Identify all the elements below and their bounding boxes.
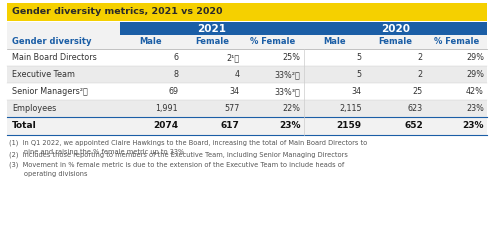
Text: 2¹⧩: 2¹⧩	[226, 53, 239, 62]
Text: 2159: 2159	[337, 122, 362, 131]
Text: 23%: 23%	[462, 122, 484, 131]
Text: 577: 577	[224, 104, 239, 113]
Bar	[7, 49, 487, 66]
Text: 2: 2	[418, 53, 423, 62]
Text: 4: 4	[234, 70, 239, 79]
Bar	[7, 83, 487, 100]
Text: 22%: 22%	[282, 104, 301, 113]
Text: Employees: Employees	[12, 104, 56, 113]
Text: 25%: 25%	[282, 53, 301, 62]
Bar	[7, 22, 487, 135]
Text: 33%³⧩: 33%³⧩	[275, 87, 301, 96]
Text: Main Board Directors: Main Board Directors	[12, 53, 97, 62]
Text: Senior Managers²⧩: Senior Managers²⧩	[12, 87, 88, 96]
Text: 23%: 23%	[279, 122, 301, 131]
Text: Gender diversity metrics, 2021 vs 2020: Gender diversity metrics, 2021 vs 2020	[12, 8, 222, 16]
Bar	[7, 3, 487, 21]
Bar	[120, 22, 304, 35]
Text: % Female: % Female	[250, 38, 296, 46]
Text: 2074: 2074	[153, 122, 178, 131]
Text: Male: Male	[139, 38, 162, 46]
Text: 2: 2	[418, 70, 423, 79]
Text: Executive Team: Executive Team	[12, 70, 75, 79]
Text: Male: Male	[323, 38, 345, 46]
Text: 2,115: 2,115	[339, 104, 362, 113]
Text: 23%: 23%	[466, 104, 484, 113]
Text: 5: 5	[357, 53, 362, 62]
Text: 2021: 2021	[197, 24, 226, 33]
Text: 34: 34	[229, 87, 239, 96]
Text: % Female: % Female	[434, 38, 479, 46]
Text: 29%: 29%	[466, 53, 484, 62]
Text: 652: 652	[404, 122, 423, 131]
Text: Total: Total	[12, 122, 37, 131]
Text: 1,991: 1,991	[155, 104, 178, 113]
Text: Female: Female	[378, 38, 412, 46]
Text: (1)  In Q1 2022, we appointed Claire Hawkings to the Board, increasing the total: (1) In Q1 2022, we appointed Claire Hawk…	[9, 140, 367, 155]
Bar	[304, 22, 487, 35]
Text: 623: 623	[408, 104, 423, 113]
Text: (3)  Movement in % female metric is due to the extension of the Executive Team t: (3) Movement in % female metric is due t…	[9, 162, 344, 177]
Text: 69: 69	[168, 87, 178, 96]
Text: 5: 5	[357, 70, 362, 79]
Text: 2020: 2020	[381, 24, 410, 33]
Text: 34: 34	[352, 87, 362, 96]
Bar	[7, 66, 487, 83]
Text: 25: 25	[413, 87, 423, 96]
Text: Gender diversity: Gender diversity	[12, 38, 92, 46]
Bar	[7, 100, 487, 117]
Text: 6: 6	[173, 53, 178, 62]
Text: 33%²⧩: 33%²⧩	[275, 70, 301, 79]
Text: 8: 8	[173, 70, 178, 79]
Text: 29%: 29%	[466, 70, 484, 79]
Text: Female: Female	[195, 38, 229, 46]
Text: (2)  Includes those reporting to members of the Executive Team, including Senior: (2) Includes those reporting to members …	[9, 151, 348, 158]
Text: 617: 617	[220, 122, 239, 131]
Text: 42%: 42%	[466, 87, 484, 96]
